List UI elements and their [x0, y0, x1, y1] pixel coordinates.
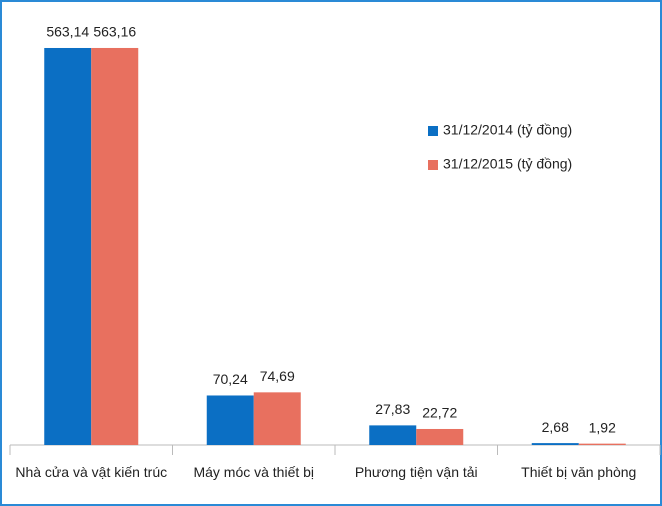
- legend-swatch: [428, 160, 438, 170]
- legend-swatch: [428, 126, 438, 136]
- value-label: 27,83: [375, 401, 410, 417]
- value-label: 563,14: [46, 24, 89, 40]
- x-tick-label: Phương tiện vận tải: [354, 464, 478, 480]
- bar: [253, 392, 301, 445]
- value-label: 70,24: [213, 371, 248, 387]
- x-tick-label: Thiết bị văn phòng: [521, 464, 637, 480]
- legend-label: 31/12/2014 (tỷ đồng): [443, 122, 572, 138]
- bar: [44, 47, 92, 446]
- bar: [206, 395, 254, 445]
- bar: [578, 443, 626, 445]
- value-label: 2,68: [542, 419, 569, 435]
- value-label: 1,92: [589, 419, 616, 435]
- value-label: 74,69: [260, 368, 295, 384]
- value-label: 22,72: [422, 405, 457, 421]
- x-tick-label: Nhà cửa và vật kiến trúc: [15, 464, 168, 480]
- value-label: 563,16: [93, 24, 136, 40]
- bar: [531, 443, 579, 445]
- bar: [369, 425, 417, 445]
- x-tick-label: Máy móc và thiết bị: [193, 464, 315, 480]
- legend-label: 31/12/2015 (tỷ đồng): [443, 156, 572, 172]
- bar: [416, 428, 464, 445]
- bar: [91, 47, 139, 445]
